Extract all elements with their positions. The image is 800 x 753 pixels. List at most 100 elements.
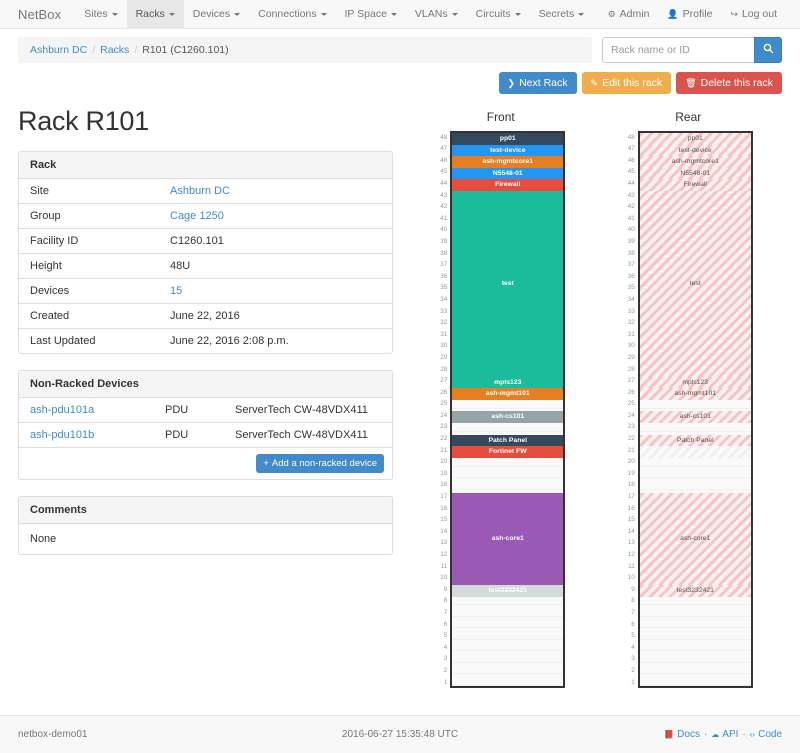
rack-device-label: ash-core1: [680, 535, 711, 543]
rack-attribute-link[interactable]: Ashburn DC: [170, 185, 230, 197]
add-non-racked-device-button[interactable]: + Add a non-racked device: [256, 454, 384, 473]
rack-unit-slot[interactable]: [639, 421, 751, 433]
rack-unit-slot[interactable]: [452, 640, 564, 652]
rack-device-firewall[interactable]: Firewall: [639, 179, 751, 191]
rack-unit-slot[interactable]: [639, 605, 751, 617]
rack-unit-slot[interactable]: [452, 455, 564, 467]
rack-device-ash-core1[interactable]: ash-core1: [452, 492, 564, 586]
rack-unit-number: 10: [627, 574, 635, 582]
page-footer: netbox-demo01 2016-06-27 15:35:48 UTC 📕 D…: [0, 715, 800, 753]
rack-unit-slot[interactable]: [639, 651, 751, 663]
rack-device-ash-mgmt101[interactable]: ash-mgmt101: [639, 388, 751, 400]
nav-admin[interactable]: ⚙ Admin: [599, 0, 659, 28]
non-racked-device-link[interactable]: ash-pdu101b: [30, 429, 95, 441]
rack-unit-number: 33: [627, 307, 635, 315]
rack-device-n5548-01[interactable]: N5548-01: [452, 167, 564, 180]
chevron-down-icon: [111, 12, 118, 16]
rack-unit-number: 3: [443, 655, 448, 663]
rack-unit-slot[interactable]: [452, 674, 564, 686]
rack-unit-number: 15: [440, 516, 448, 524]
nav-log-out[interactable]: ↪ Log out: [721, 0, 786, 28]
nav-profile[interactable]: 👤 Profile: [658, 0, 721, 28]
rack-unit-slot[interactable]: [452, 398, 564, 410]
rack-unit-slot[interactable]: [639, 617, 751, 629]
rack-unit-slot[interactable]: [639, 594, 751, 606]
rack-device-test[interactable]: test: [639, 191, 751, 377]
rack-unit-slot[interactable]: [639, 628, 751, 640]
rack-device-test3232421[interactable]: test3232421: [452, 585, 564, 597]
nav-item-ip-space[interactable]: IP Space: [336, 0, 406, 28]
rack-device-mpls123[interactable]: mpls123: [639, 376, 751, 389]
rack-unit-slot[interactable]: [452, 605, 564, 617]
rack-attribute-value[interactable]: Ashburn DC: [159, 179, 392, 204]
rack-device-test3232421[interactable]: test3232421: [639, 585, 751, 597]
rack-device-label: pp01: [687, 135, 703, 143]
rack-unit-number: 24: [627, 411, 635, 419]
rack-device-n5548-01[interactable]: N5548-01: [639, 167, 751, 180]
rack-device-fortinet-fw[interactable]: Fortinet FW: [452, 446, 564, 458]
footer-link-code[interactable]: ‹› Code: [750, 729, 782, 740]
rack-unit-slot[interactable]: [452, 478, 564, 490]
breadcrumb-item[interactable]: Racks: [100, 44, 130, 56]
rack-device-ash-mgmtcore1[interactable]: ash-mgmtcore1: [452, 156, 564, 168]
search-input[interactable]: [602, 37, 754, 63]
rack-device-ash-core1[interactable]: ash-core1: [639, 492, 751, 586]
search-button[interactable]: [754, 37, 782, 63]
rack-device-ash-mgmt101[interactable]: ash-mgmt101: [452, 388, 564, 400]
rack-unit-slot[interactable]: [452, 594, 564, 606]
breadcrumb-item[interactable]: Ashburn DC: [30, 44, 88, 56]
rack-device-mpls123[interactable]: mpls123: [452, 376, 564, 389]
rack-device-firewall[interactable]: Firewall: [452, 179, 564, 191]
rack-unit-slot[interactable]: [452, 421, 564, 433]
nav-item-circuits[interactable]: Circuits: [467, 0, 530, 28]
rack-attribute-link[interactable]: 15: [170, 285, 183, 297]
rack-unit-slot[interactable]: [639, 398, 751, 410]
brand-logo[interactable]: NetBox: [18, 6, 62, 22]
comments-body: None: [30, 533, 57, 545]
rack-unit-slot[interactable]: [639, 674, 751, 686]
rack-device-test[interactable]: test: [452, 191, 564, 377]
rack-unit-slot[interactable]: [452, 617, 564, 629]
rack-device-pp01[interactable]: pp01: [452, 133, 564, 145]
rack-device-test-device[interactable]: test-device: [639, 144, 751, 157]
rack-unit-number: 37: [440, 261, 448, 269]
rack-device-test-device[interactable]: test-device: [452, 144, 564, 157]
footer-link-docs[interactable]: 📕 Docs: [664, 729, 700, 740]
rack-unit-number: 48: [627, 133, 635, 141]
nav-item-secrets[interactable]: Secrets: [530, 0, 594, 28]
rack-unit-slot[interactable]: [452, 628, 564, 640]
rack-device-ash-cs101[interactable]: ash-cs101: [452, 411, 564, 423]
rack-unit-slot[interactable]: [452, 467, 564, 479]
rack-attribute-value[interactable]: Cage 1250: [159, 203, 392, 229]
rack-unit-slot[interactable]: [452, 663, 564, 675]
rack-unit-number: 1: [631, 678, 635, 686]
non-racked-device-link[interactable]: ash-pdu101a: [30, 404, 95, 416]
rack-unit-slot[interactable]: [639, 640, 751, 652]
edit-this-rack-button[interactable]: ✎ Edit this rack: [581, 72, 672, 94]
nav-item-racks[interactable]: Racks: [126, 0, 184, 28]
table-row: Site Ashburn DC: [19, 179, 392, 204]
rack-unit-number: 34: [627, 295, 635, 303]
rack-unit-slot[interactable]: [639, 663, 751, 675]
nav-item-sites[interactable]: Sites: [75, 0, 126, 28]
rack-device-patch-panel[interactable]: Patch Panel: [452, 434, 564, 447]
nav-item-connections[interactable]: Connections: [249, 0, 335, 28]
rack-device-patch-panel[interactable]: Patch Panel: [639, 434, 751, 447]
next-rack-button[interactable]: ❯ Next Rack: [498, 72, 577, 94]
nav-item-devices[interactable]: Devices: [184, 0, 249, 28]
rack-device-ash-mgmtcore1[interactable]: ash-mgmtcore1: [639, 156, 751, 168]
rack-unit-slot[interactable]: [639, 455, 751, 467]
rack-unit-slot[interactable]: [639, 478, 751, 490]
rack-device-ash-cs101[interactable]: ash-cs101: [639, 411, 751, 423]
front-elevation-title: Front: [486, 110, 515, 124]
rack-device-pp01[interactable]: pp01: [639, 133, 751, 145]
footer-link-api[interactable]: ☁ API: [711, 729, 738, 740]
rack-unit-slot[interactable]: [452, 651, 564, 663]
rack-attribute-link[interactable]: Cage 1250: [170, 210, 224, 222]
rack-unit-slot[interactable]: [639, 467, 751, 479]
delete-this-rack-button[interactable]: 🗑 Delete this rack: [676, 72, 782, 94]
nav-item-vlans[interactable]: VLANs: [406, 0, 467, 28]
rack-attribute-value[interactable]: 15: [159, 278, 392, 304]
table-row: Devices 15: [19, 278, 392, 304]
rack-attribute-value: June 22, 2016: [159, 303, 392, 329]
